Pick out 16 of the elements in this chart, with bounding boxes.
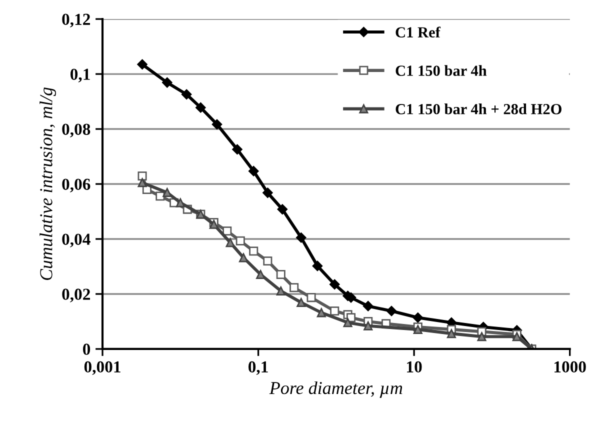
x-tick-label: 1000	[554, 361, 586, 373]
x-axis-title: Pore diameter, µm	[269, 381, 402, 398]
y-tick-label: 0,06	[62, 178, 90, 192]
y-tick-label: 0,04	[62, 234, 90, 248]
y-tick-label: 0,12	[62, 14, 90, 28]
y-tick-label: 0,02	[62, 288, 90, 302]
y-tick-label: 0	[83, 344, 90, 355]
x-tick-label: 0,1	[248, 361, 268, 375]
x-tick-label: 0,001	[84, 361, 120, 375]
y-tick-label: 0,1	[70, 68, 90, 82]
legend-label: C1 Ref	[396, 26, 441, 38]
x-tick-label: 10	[407, 361, 422, 373]
legend-label: C1 150 bar 4h	[396, 65, 487, 76]
y-tick-label: 0,08	[62, 124, 90, 138]
legend-label: C1 150 bar 4h + 28d H2O	[396, 104, 562, 114]
y-axis-title: Cumulative intrusion, ml/g	[40, 87, 56, 280]
